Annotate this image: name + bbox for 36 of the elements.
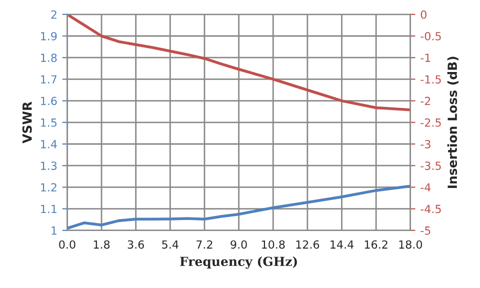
y-tick-label: 1.6 [41, 96, 57, 106]
y2-tick-label: -1 [420, 54, 430, 62]
y2-tick-label: -3.5 [420, 162, 441, 170]
y2-tick-label: -4.5 [420, 204, 441, 214]
y-tick-label: 1.1 [41, 204, 56, 214]
y2-tick-label: -0.5 [420, 32, 441, 40]
y2-tick-label: -3 [420, 140, 430, 148]
y2-tick-label: -4 [420, 183, 431, 192]
y-tick-label: 1.2 [41, 183, 56, 192]
y2-tick-label: -2 [420, 96, 430, 106]
x-tick-label: 12.6 [296, 240, 320, 249]
x-axis-title: Frequency (GHz) [180, 256, 297, 269]
x-tick-label: 3.6 [128, 240, 144, 249]
y2-tick-label: -5 [420, 226, 430, 235]
y2-tick-label: -1.5 [420, 75, 441, 84]
x-tick-label: 16.2 [364, 240, 388, 249]
y-tick-label: 1 [52, 226, 56, 235]
y2-tick-label: -2.5 [420, 118, 441, 127]
x-tick-label: 18.0 [399, 240, 422, 249]
x-tick-label: 7.2 [196, 240, 212, 249]
y2-axis-title: Insertion Loss (dB) [447, 56, 459, 188]
x-tick-label: 1.8 [94, 240, 110, 249]
x-tick-label: 14.4 [330, 240, 354, 249]
y-tick-label: 2 [51, 10, 56, 19]
y-tick-label: 1.3 [41, 162, 57, 170]
y-tick-label: 1.8 [41, 54, 57, 62]
y-axis-title: VSWR [22, 102, 32, 144]
x-tick-label: 9.0 [230, 240, 247, 249]
x-tick-label: 5.4 [162, 240, 178, 249]
y2-tick-label: 0 [420, 10, 426, 19]
y-tick-label: 1.9 [41, 32, 57, 40]
x-tick-label: 10.8 [262, 240, 285, 249]
y-tick-label: 1.4 [41, 140, 57, 148]
y-tick-label: 1.5 [41, 118, 57, 127]
x-tick-label: 0.0 [59, 240, 76, 249]
y-tick-label: 1.7 [41, 75, 57, 84]
